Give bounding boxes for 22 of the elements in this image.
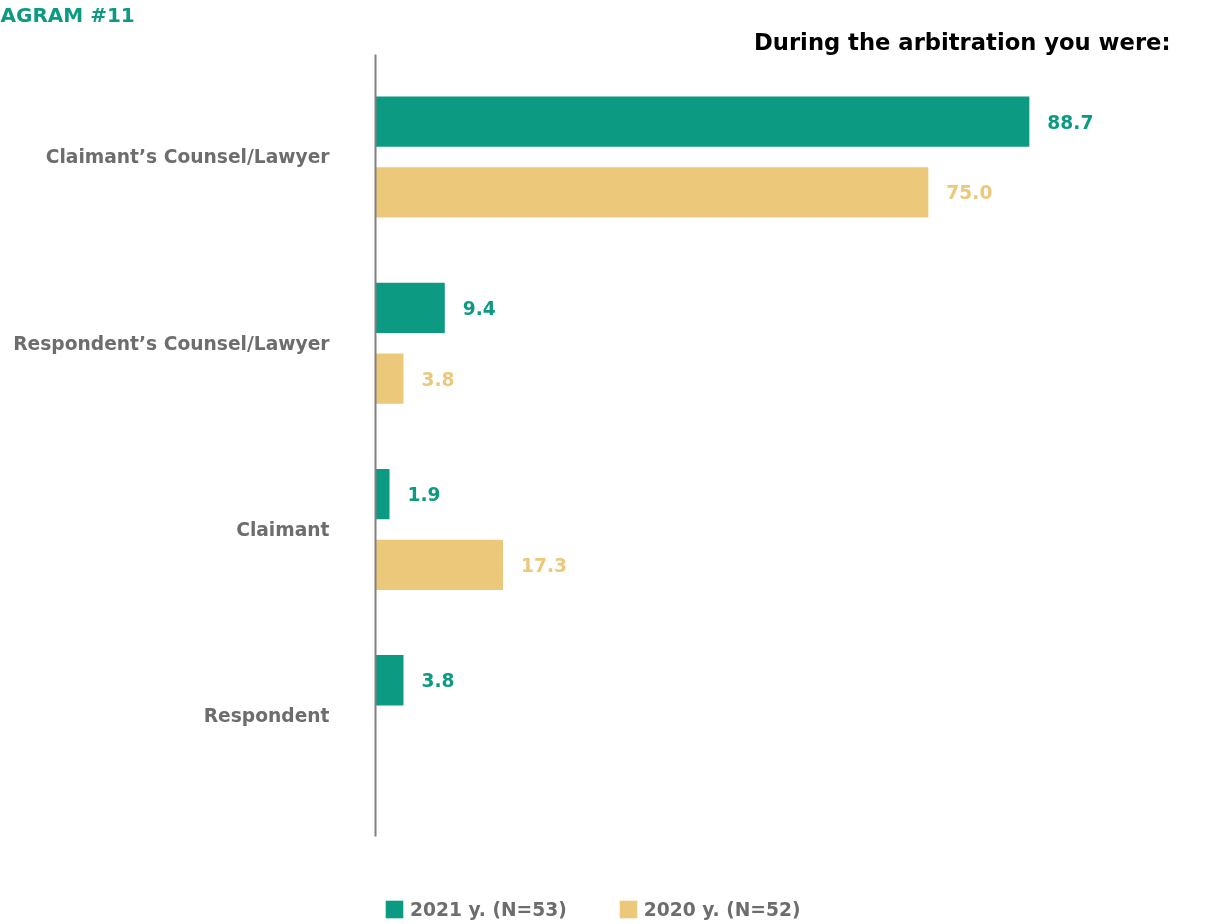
- y-tick-label: Respondent’s Counsel/Lawyer: [13, 332, 331, 354]
- data-label: 3.8: [421, 670, 455, 692]
- bar: [375, 539, 504, 590]
- legend-label: 2021 y. (N=53): [410, 898, 567, 920]
- bar: [375, 96, 1030, 147]
- bar: [375, 353, 404, 404]
- bar: [375, 167, 929, 218]
- legend-label: 2020 y. (N=52): [643, 898, 801, 920]
- y-tick-label: Claimant: [236, 518, 330, 540]
- data-label: 1.9: [407, 484, 441, 506]
- bar: [375, 655, 404, 706]
- text: AGRAM #11: [0, 2, 135, 27]
- bar: [375, 282, 445, 333]
- data-label: 75.0: [946, 182, 993, 204]
- bar: [375, 468, 390, 520]
- data-label: 9.4: [462, 297, 496, 319]
- data-label: 3.8: [421, 368, 455, 390]
- data-label: 88.7: [1047, 111, 1094, 133]
- chart-title: During the arbitration you were:: [754, 28, 1171, 55]
- y-tick-label: Claimant’s Counsel/Lawyer: [45, 146, 331, 168]
- data-label: 17.3: [521, 554, 568, 576]
- y-tick-label: Respondent: [203, 705, 330, 727]
